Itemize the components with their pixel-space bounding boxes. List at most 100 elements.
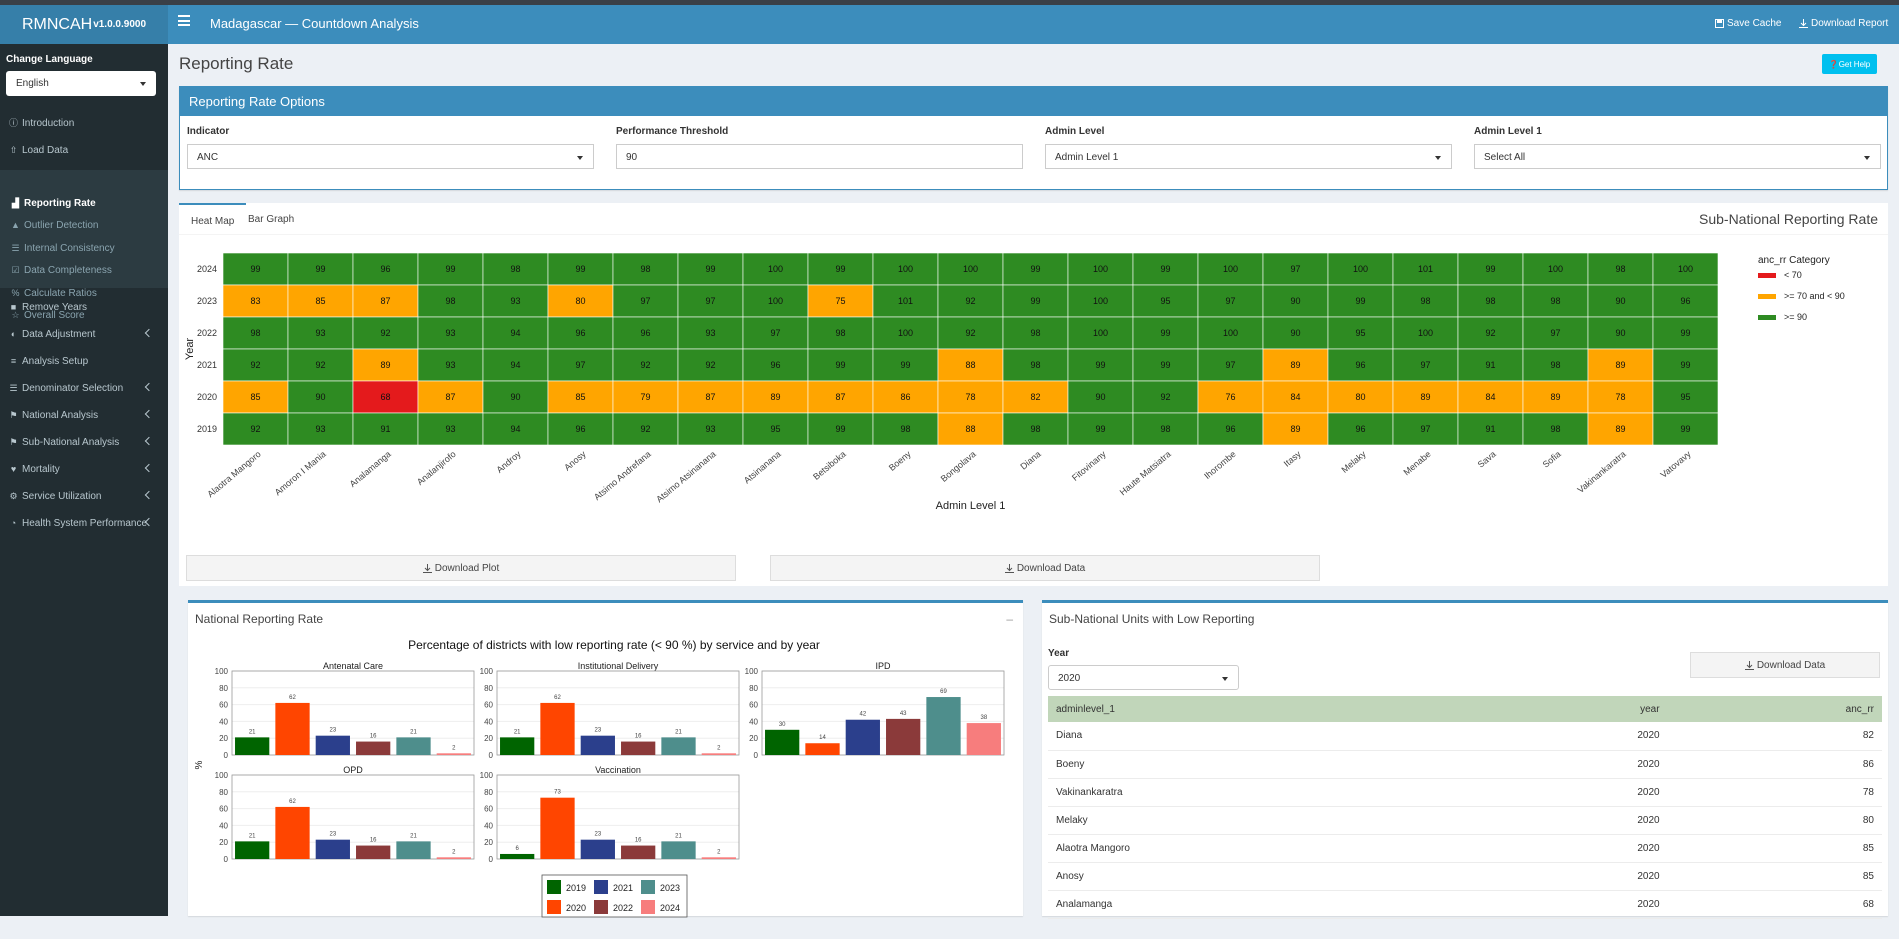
- table-cell: 68: [1667, 890, 1882, 919]
- indicator-select[interactable]: ANC: [187, 144, 594, 169]
- sidebar-item-label: National Analysis: [22, 409, 99, 421]
- sidebar-item-label: Data Adjustment: [22, 328, 96, 340]
- column-header[interactable]: adminlevel_1: [1048, 696, 1483, 722]
- bar: [805, 743, 840, 755]
- heatmap-cell-label: 99: [1160, 264, 1170, 274]
- heatmap-cell-label: 87: [380, 296, 390, 306]
- sidebar-subitem-reporting-rate[interactable]: ▟ Reporting Rate: [0, 192, 168, 214]
- download-report-button[interactable]: Download Report: [1799, 18, 1888, 29]
- heatmap-cell-label: 96: [380, 264, 390, 274]
- version-label: v1.0.0.9000: [93, 19, 147, 30]
- sidebar-subitem-data-completeness[interactable]: ☑ Data Completeness: [0, 260, 168, 282]
- flag-icon: ⚑: [9, 409, 18, 420]
- sidebar-item-national-analysis[interactable]: ⚑ National Analysis: [0, 404, 168, 426]
- sidebar-item-health-system-performance[interactable]: ◔ Health System Performance: [0, 512, 168, 534]
- column-header[interactable]: anc_rr: [1667, 696, 1882, 722]
- language-select[interactable]: English: [6, 71, 156, 96]
- heatmap-cell-label: 101: [898, 296, 913, 306]
- heatmap-cell: [677, 284, 744, 318]
- admin-level-select[interactable]: Admin Level 1: [1045, 144, 1452, 169]
- x-tick-label: Vatovavy: [1659, 449, 1694, 480]
- heatmap-cell-label: 93: [445, 360, 455, 370]
- heatmap-cell: [482, 316, 549, 350]
- heatmap-cell: [1262, 348, 1329, 382]
- admin-level1-select[interactable]: Select All: [1474, 144, 1881, 169]
- heatmap-cell-label: 99: [1485, 264, 1495, 274]
- table-row[interactable]: Melaky 2020 80: [1048, 806, 1882, 835]
- bar: [926, 697, 961, 755]
- save-cache-button[interactable]: Save Cache: [1715, 18, 1781, 29]
- sidebar-item-sub-national-analysis[interactable]: ⚑ Sub-National Analysis: [0, 431, 168, 453]
- heatmap-cell-label: 92: [705, 360, 715, 370]
- heatmap-cell: [1522, 348, 1589, 382]
- bar-value-label: 21: [675, 729, 682, 735]
- heatmap-cell: [1002, 348, 1069, 382]
- heatmap-cell-label: 96: [1680, 296, 1690, 306]
- heatmap-cell-label: 83: [250, 296, 260, 306]
- sidebar-item-service-utilization[interactable]: ⚙ Service Utilization: [0, 485, 168, 507]
- sidebar-subitem-internal-consistency[interactable]: ☰ Internal Consistency: [0, 237, 168, 259]
- sidebar-subitem-overall-score[interactable]: ☆ Overall Score: [0, 305, 168, 327]
- y-tick-label: 2024: [197, 264, 217, 274]
- table-cell: 85: [1667, 834, 1882, 863]
- heatmap-cell-label: 89: [1615, 360, 1625, 370]
- x-tick-label: Itasy: [1282, 449, 1303, 469]
- table-cell: 80: [1667, 806, 1882, 835]
- sidebar-item-introduction[interactable]: ⓘ Introduction: [0, 112, 168, 134]
- sidebar-item-mortality[interactable]: ♥ Mortality: [0, 458, 168, 480]
- table-row[interactable]: Diana 2020 82: [1048, 722, 1882, 751]
- bar: [500, 853, 535, 859]
- table-header-row: adminlevel_1 year anc_rr: [1048, 696, 1882, 722]
- sidebar-item-load-data[interactable]: ⇧ Load Data: [0, 139, 168, 161]
- legend-label: < 70: [1784, 270, 1802, 280]
- sidebar-item-remove-years[interactable]: ■ Remove Years: [0, 296, 168, 318]
- collapse-icon[interactable]: –: [1006, 612, 1013, 626]
- heatmap-cell-label: 90: [1095, 392, 1105, 402]
- tab-divider: [179, 234, 1888, 235]
- table-row[interactable]: Anosy 2020 85: [1048, 862, 1882, 891]
- column-header[interactable]: year: [1482, 696, 1668, 722]
- bar: [275, 702, 310, 755]
- heatmap-cell-label: 99: [900, 360, 910, 370]
- table-row[interactable]: Alaotra Mangoro 2020 85: [1048, 834, 1882, 863]
- bar: [966, 723, 1001, 755]
- heatmap-cell-label: 86: [900, 392, 910, 402]
- sidebar-subitem-calculate-ratios[interactable]: % Calculate Ratios: [0, 282, 168, 304]
- heatmap-cell-label: 99: [1095, 360, 1105, 370]
- low-download-data-button[interactable]: Download Data: [1690, 652, 1880, 678]
- bar-value-label: 30: [779, 722, 786, 728]
- table-row[interactable]: Boeny 2020 86: [1048, 750, 1882, 779]
- year-select[interactable]: 2020: [1048, 665, 1239, 690]
- heatmap-cell-label: 92: [1160, 392, 1170, 402]
- heatmap-cell-label: 92: [380, 328, 390, 338]
- tab-heat-map[interactable]: Heat Map: [179, 203, 247, 234]
- heatmap-cell: [482, 252, 549, 286]
- table-row[interactable]: Analamanga 2020 68: [1048, 890, 1882, 919]
- heatmap-cell-label: 99: [1160, 328, 1170, 338]
- bar-value-label: 16: [635, 838, 642, 844]
- heatmap-cell-label: 97: [575, 360, 585, 370]
- table-row[interactable]: Vakinankaratra 2020 78: [1048, 778, 1882, 807]
- sidebar-subitem-outlier-detection[interactable]: ▲ Outlier Detection: [0, 215, 168, 237]
- heatmap-cell-label: 99: [835, 360, 845, 370]
- sidebar-item-analysis-setup[interactable]: ≡ Analysis Setup: [0, 350, 168, 372]
- get-help-button[interactable]: ❓ Get Help: [1822, 54, 1877, 74]
- app-logo[interactable]: RMNCAH v1.0.0.9000: [0, 5, 168, 44]
- sidebar-item-data-adjustment[interactable]: ◐ Data Adjustment: [0, 323, 168, 345]
- threshold-input[interactable]: 90: [616, 144, 1023, 169]
- heatmap-cell-label: 84: [1485, 392, 1495, 402]
- heatmap-cell: [937, 316, 1004, 350]
- heatmap-cell: [872, 380, 939, 414]
- heatmap-cell: [287, 284, 354, 318]
- heatmap-cell-label: 99: [1095, 424, 1105, 434]
- legend-label: 2024: [660, 903, 680, 913]
- menu-toggle-icon[interactable]: [178, 15, 190, 26]
- tab-bar-graph[interactable]: Bar Graph: [248, 214, 295, 225]
- download-plot-button[interactable]: Download Plot: [186, 555, 736, 581]
- download-data-button[interactable]: Download Data: [770, 555, 1320, 581]
- table-cell: Boeny: [1048, 750, 1483, 779]
- heatmap-cell: [417, 380, 484, 414]
- upload-icon: ⇧: [9, 144, 18, 155]
- sidebar-item-denominator-selection[interactable]: ☰ Denominator Selection: [0, 377, 168, 399]
- y-axis-label: Year: [184, 338, 196, 361]
